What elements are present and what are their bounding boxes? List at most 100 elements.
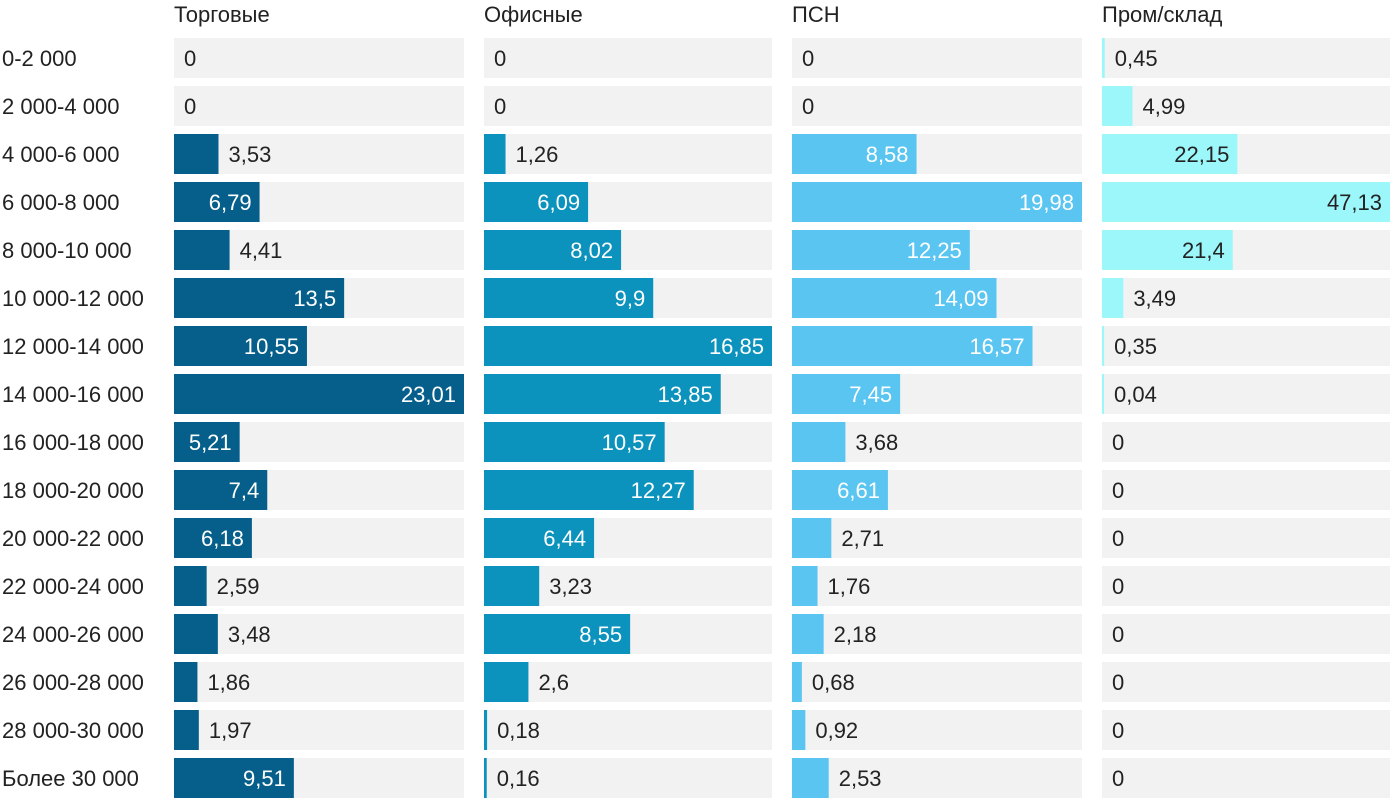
data-label: 0 — [184, 94, 196, 119]
category-label: 22 000-24 000 — [2, 574, 144, 599]
bar — [1102, 182, 1390, 222]
bar-track — [174, 86, 464, 126]
bar — [174, 710, 199, 750]
category-label: 8 000-10 000 — [2, 238, 132, 263]
data-label: 1,97 — [209, 718, 252, 743]
bar-track — [174, 614, 464, 654]
bar-track — [1102, 662, 1390, 702]
bar — [484, 566, 540, 606]
bar-track — [484, 662, 772, 702]
data-label: 0 — [1112, 478, 1124, 503]
data-label: 0 — [494, 46, 506, 71]
bar — [792, 230, 970, 270]
category-label: 6 000-8 000 — [2, 190, 119, 215]
bar — [484, 326, 772, 366]
data-label: 10,55 — [244, 334, 299, 359]
bar — [1102, 38, 1105, 78]
data-label: 19,98 — [1019, 190, 1074, 215]
data-label: 14,09 — [933, 286, 988, 311]
data-label: 0 — [184, 46, 196, 71]
data-label: 0,04 — [1114, 382, 1157, 407]
data-label: 9,51 — [243, 766, 286, 791]
bar-track — [174, 710, 464, 750]
bar — [174, 518, 252, 558]
bar-track — [1102, 710, 1390, 750]
bar-track — [1102, 326, 1390, 366]
bar — [174, 470, 268, 510]
series-title: Пром/склад — [1102, 2, 1222, 27]
bar — [174, 182, 260, 222]
bar-track — [174, 662, 464, 702]
category-label: 0-2 000 — [2, 46, 77, 71]
bar — [174, 758, 294, 798]
data-label: 0 — [1112, 430, 1124, 455]
category-label: 26 000-28 000 — [2, 670, 144, 695]
bar-track — [1102, 518, 1390, 558]
panel-0: Торговые 0 0 3,53 6,79 4,41 13,5 10,55 23,01 5,21… — [174, 2, 464, 798]
series-title: ПСН — [792, 2, 840, 27]
bar-track — [484, 758, 772, 798]
data-label: 9,9 — [615, 286, 646, 311]
bar-track — [792, 518, 1082, 558]
data-label: 13,5 — [293, 286, 336, 311]
bar — [792, 566, 818, 606]
bar-track — [1102, 422, 1390, 462]
data-label: 16,85 — [709, 334, 764, 359]
bar-track — [792, 758, 1082, 798]
data-label: 0,68 — [812, 670, 855, 695]
bar — [174, 422, 240, 462]
data-label: 10,57 — [602, 430, 657, 455]
data-label: 6,61 — [837, 478, 880, 503]
bar — [484, 518, 595, 558]
data-label: 5,21 — [189, 430, 232, 455]
data-label: 0,35 — [1114, 334, 1157, 359]
bar — [174, 326, 307, 366]
bar-track — [1102, 86, 1390, 126]
data-label: 0,18 — [497, 718, 540, 743]
category-label: Более 30 000 — [2, 766, 139, 791]
data-label: 0 — [494, 94, 506, 119]
category-label: 24 000-26 000 — [2, 622, 144, 647]
data-label: 0,45 — [1115, 46, 1158, 71]
data-label: 4,41 — [240, 238, 283, 263]
data-label: 1,76 — [828, 574, 871, 599]
data-label: 3,53 — [228, 142, 271, 167]
bar-track — [1102, 614, 1390, 654]
data-label: 0,16 — [497, 766, 540, 791]
bar — [1102, 374, 1104, 414]
category-label: 2 000-4 000 — [2, 94, 119, 119]
bar — [792, 518, 832, 558]
bar — [484, 134, 506, 174]
bar — [484, 230, 622, 270]
bar — [792, 374, 901, 414]
bar — [484, 470, 694, 510]
bar-track — [484, 86, 772, 126]
bar — [792, 278, 997, 318]
data-label: 3,49 — [1133, 286, 1176, 311]
bar-track — [484, 710, 772, 750]
data-label: 21,4 — [1182, 238, 1225, 263]
data-label: 0 — [802, 46, 814, 71]
bar-track — [174, 566, 464, 606]
bar — [792, 710, 806, 750]
bar — [792, 182, 1082, 222]
data-label: 6,18 — [201, 526, 244, 551]
bar — [484, 758, 487, 798]
data-label: 2,6 — [538, 670, 569, 695]
bar-track — [792, 710, 1082, 750]
data-label: 2,18 — [834, 622, 877, 647]
data-label: 23,01 — [401, 382, 456, 407]
bar — [1102, 86, 1133, 126]
data-label: 0 — [1112, 574, 1124, 599]
bar — [174, 230, 230, 270]
data-label: 6,79 — [209, 190, 252, 215]
bar-track — [484, 38, 772, 78]
data-label: 7,45 — [849, 382, 892, 407]
panel-2: ПСН 0 0 8,58 19,98 12,25 14,09 16,57 7,45 3,68 6,6… — [792, 2, 1082, 798]
bar — [792, 662, 802, 702]
data-label: 0 — [802, 94, 814, 119]
category-label: 18 000-20 000 — [2, 478, 144, 503]
bar — [484, 182, 589, 222]
bar-track — [484, 134, 772, 174]
category-label: 14 000-16 000 — [2, 382, 144, 407]
